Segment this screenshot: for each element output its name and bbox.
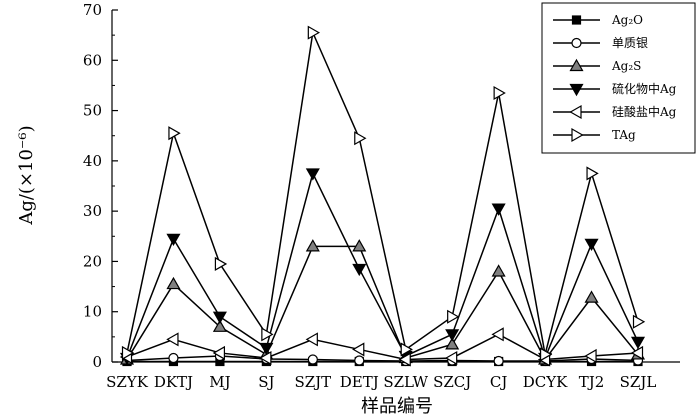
legend-marker: [571, 15, 582, 25]
data-point: [444, 350, 458, 366]
data-point: [630, 336, 646, 350]
x-axis-title: 样品编号: [361, 396, 433, 417]
series-5: [121, 25, 646, 362]
legend-label: 单质银: [612, 36, 648, 50]
data-point: [584, 238, 599, 252]
y-tick-label: 10: [83, 303, 102, 321]
series-line: [126, 355, 639, 362]
data-point: [354, 131, 367, 146]
y-tick-label: 40: [83, 152, 102, 170]
series-3: [119, 168, 646, 366]
data-point: [352, 342, 365, 357]
x-tick-label: CJ: [490, 373, 508, 391]
data-point: [259, 350, 272, 366]
data-point: [259, 342, 274, 356]
y-tick-label: 20: [83, 252, 102, 270]
series-line: [126, 333, 639, 361]
data-point: [307, 354, 318, 365]
legend-label: 硫化物中Ag: [612, 81, 677, 96]
data-point: [447, 309, 460, 324]
data-point: [354, 355, 365, 366]
legend-marker: [569, 104, 582, 120]
data-point: [212, 311, 227, 324]
data-point: [305, 168, 320, 181]
data-point: [261, 327, 274, 342]
legend-label: Ag₂S: [611, 59, 641, 73]
x-tick-label: SZYK: [106, 373, 149, 391]
data-point: [493, 85, 506, 101]
x-tick-label: TJ2: [579, 373, 605, 391]
data-point: [632, 314, 646, 329]
y-ticks: 0 10 20 30 40 50 60 70: [83, 1, 118, 371]
data-point: [491, 327, 504, 342]
legend-label: Ag₂O: [611, 13, 643, 27]
data-point: [491, 264, 506, 277]
legend-marker: [571, 37, 582, 49]
series-line: [126, 171, 639, 361]
data-point: [166, 332, 179, 347]
data-point: [398, 352, 411, 367]
series-2: [119, 239, 646, 365]
data-point: [168, 126, 181, 141]
x-tick-label: DCYK: [523, 373, 568, 391]
y-tick-label: 0: [92, 353, 102, 371]
data-point: [166, 276, 181, 290]
y-tick-label: 30: [83, 202, 102, 220]
data-point: [166, 233, 181, 247]
x-tick-label: SZJT: [294, 373, 331, 391]
x-tick-label: SZJL: [620, 373, 657, 391]
data-point: [305, 332, 318, 347]
data-point: [212, 319, 227, 332]
x-tick-label: SJ: [258, 373, 274, 391]
data-point: [584, 290, 599, 303]
data-point: [630, 345, 644, 360]
x-tick-label: DKTJ: [154, 373, 193, 391]
series-4: [119, 327, 644, 367]
data-point: [586, 166, 599, 181]
data-point: [352, 239, 367, 252]
series-line: [126, 29, 639, 355]
data-point: [121, 345, 135, 360]
legend-marker: [569, 83, 584, 97]
data-point: [445, 329, 460, 342]
legend-marker: [571, 127, 584, 143]
legend-marker: [569, 58, 584, 72]
legend-label: TAg: [612, 128, 636, 142]
data-point: [493, 355, 504, 367]
data-point: [214, 256, 228, 271]
x-tick-label: SZLW: [383, 373, 428, 391]
y-tick-label: 60: [83, 51, 102, 69]
data-point: [539, 347, 553, 362]
y-tick-label: 50: [83, 102, 102, 120]
data-point: [305, 239, 320, 252]
data-point: [212, 345, 226, 360]
legend-label: 硅酸盐中Ag: [612, 104, 677, 119]
series-line: [126, 245, 639, 361]
legend-box: [541, 2, 696, 154]
x-tick-label: MJ: [209, 373, 230, 391]
data-point: [445, 337, 460, 350]
x-tick-label: DETJ: [340, 373, 379, 391]
series-layer: [119, 25, 646, 367]
y-tick-label: 70: [83, 1, 102, 19]
y-axis-title: Ag/(×10⁻⁶): [16, 125, 37, 225]
legend: Ag₂O 单质银 Ag₂S 硫化物中Ag 硅酸盐中Ag TAg: [541, 2, 696, 154]
data-point: [352, 263, 367, 277]
data-point: [307, 25, 321, 40]
data-point: [400, 342, 413, 357]
data-point: [491, 203, 506, 216]
data-point: [584, 348, 597, 363]
x-tick-label: SZCJ: [433, 373, 471, 391]
data-point: [168, 352, 179, 364]
